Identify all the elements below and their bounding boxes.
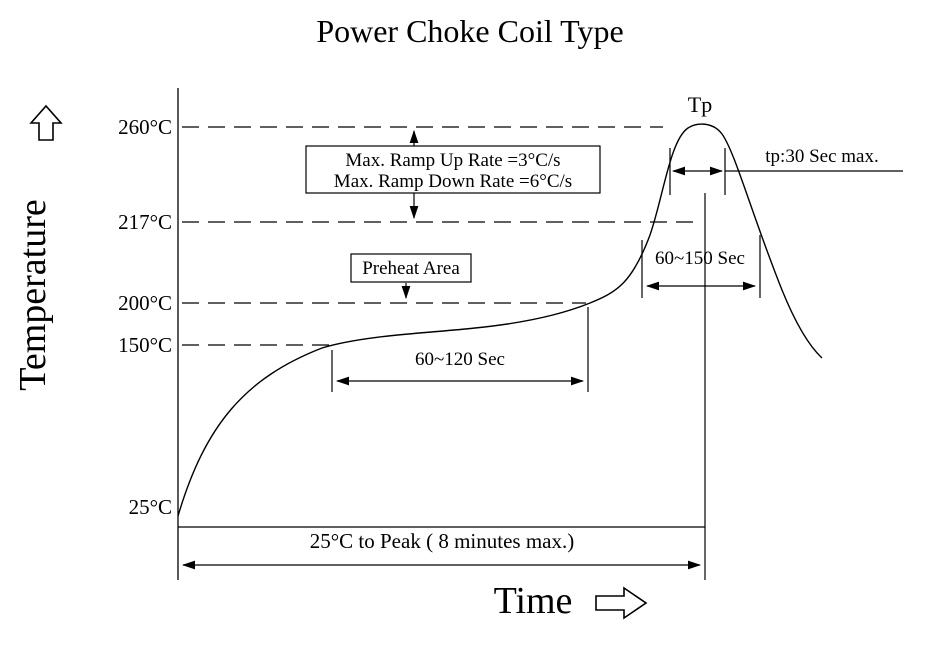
up-arrow-icon [29,104,63,141]
y-tick-25: 25°C [129,495,172,519]
y-axis-title: Temperature [12,199,54,390]
right-arrow-icon [595,586,648,620]
preheat-area-label: Preheat Area [362,258,460,279]
preheat-duration-label: 60~120 Sec [415,349,505,370]
y-tick-260: 260°C [118,115,172,139]
total-time-label: 25°C to Peak ( 8 minutes max.) [310,529,574,553]
ramp-down-label: Max. Ramp Down Rate =6°C/s [334,171,572,192]
y-tick-150: 150°C [118,333,172,357]
x-axis-title: Time [494,580,573,622]
preheat-area-box [350,253,472,283]
y-tick-200: 200°C [118,291,172,315]
above217-duration-label: 60~150 Sec [655,248,745,269]
y-tick-217: 217°C [118,210,172,234]
peak-label: Tp [688,92,712,117]
chart-title: Power Choke Coil Type [316,13,623,49]
ramp-up-label: Max. Ramp Up Rate =3°C/s [345,150,560,171]
ramp-rate-box [305,145,601,194]
peak-duration-label: tp:30 Sec max. [765,146,878,167]
temperature-profile-curve [177,123,823,517]
